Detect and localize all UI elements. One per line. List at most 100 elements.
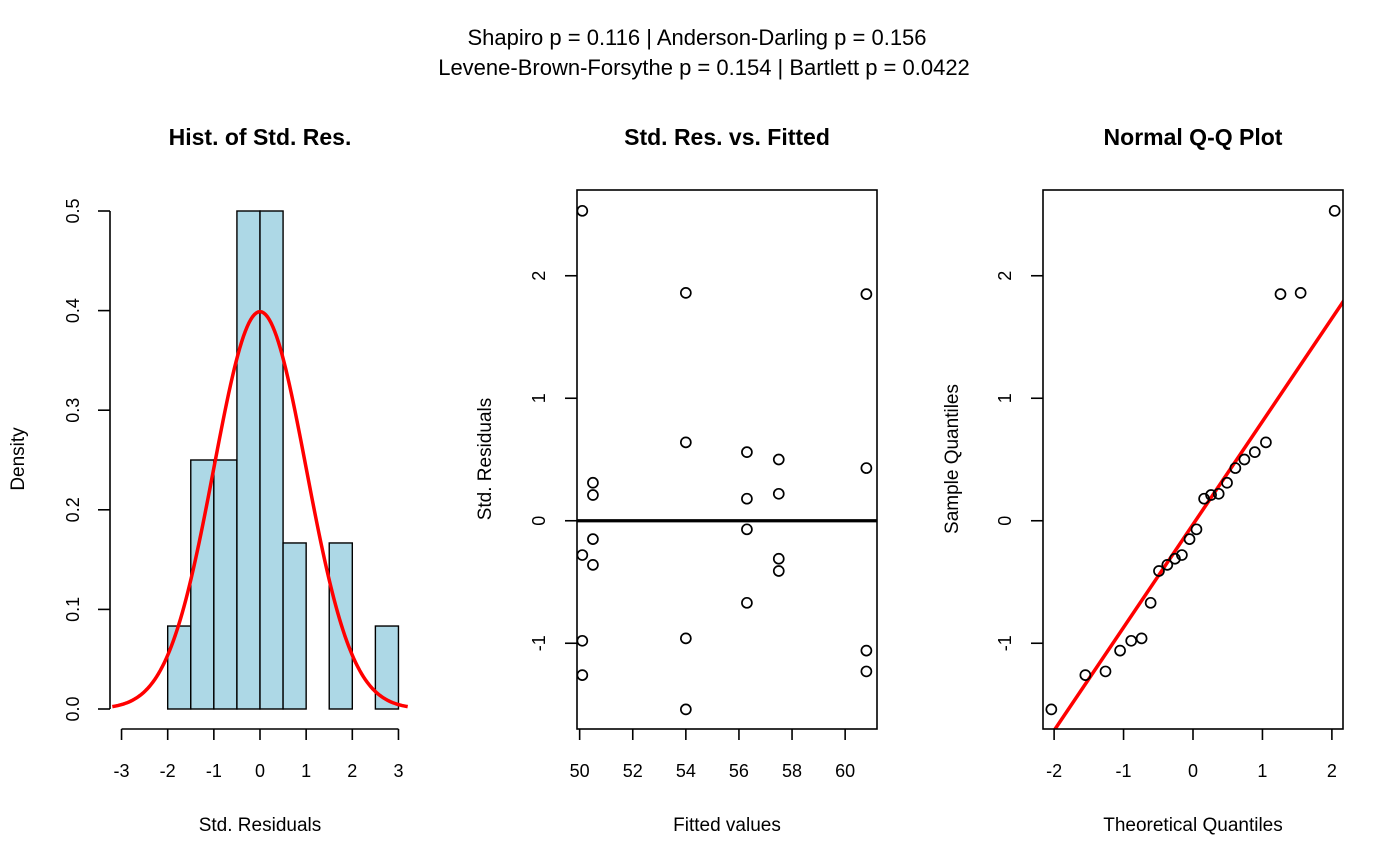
qq-point bbox=[1125, 634, 1138, 647]
qq-x-tick-label: 2 bbox=[1327, 761, 1337, 781]
histogram-panel: Hist. of Std. Res. Std. Residuals Densit… bbox=[8, 124, 408, 836]
residuals-point bbox=[587, 476, 599, 489]
qq-y-tick-label: 0 bbox=[995, 516, 1015, 526]
histogram-bar bbox=[259, 210, 284, 710]
residuals-point bbox=[587, 489, 599, 501]
residuals-point bbox=[576, 669, 589, 681]
qq-y-label: Sample Quantiles bbox=[942, 384, 963, 534]
residuals-point bbox=[587, 533, 599, 545]
histogram-bar bbox=[190, 459, 215, 710]
qq-point bbox=[1099, 665, 1112, 678]
histogram-x-tick-label: 1 bbox=[301, 761, 311, 781]
residuals-point bbox=[679, 632, 692, 645]
qq-point bbox=[1161, 558, 1174, 571]
histogram-y-tick-label: 0.5 bbox=[63, 198, 83, 223]
figure-subtitle-line1: Shapiro p = 0.116 | Anderson-Darling p =… bbox=[467, 25, 926, 50]
qq-point bbox=[1294, 287, 1307, 299]
residuals-point bbox=[860, 644, 873, 657]
qq-point bbox=[1135, 632, 1148, 645]
qq-point bbox=[1248, 446, 1261, 458]
residuals-point bbox=[576, 204, 589, 217]
residuals-point bbox=[741, 596, 753, 609]
histogram-y-tick-label: 0.3 bbox=[63, 398, 83, 423]
histogram-y-tick-label: 0.0 bbox=[63, 696, 83, 721]
histogram-x-tick-label: 0 bbox=[255, 761, 265, 781]
residuals-y-tick-label: -1 bbox=[529, 635, 549, 651]
qq-point bbox=[1045, 703, 1058, 716]
qq-point bbox=[1229, 462, 1242, 474]
qq-x-tick-label: -1 bbox=[1116, 761, 1132, 781]
residuals-point bbox=[741, 446, 753, 458]
histogram-title: Hist. of Std. Res. bbox=[169, 124, 352, 150]
residuals-y-tick-label: 1 bbox=[529, 393, 549, 403]
qq-y-tick-label: 1 bbox=[995, 393, 1015, 403]
residuals-y-tick-label: 2 bbox=[529, 271, 549, 281]
histogram-bar bbox=[374, 625, 400, 710]
histogram-bar bbox=[282, 542, 307, 710]
qq-x-tick-label: 1 bbox=[1257, 761, 1267, 781]
histogram-y-tick-label: 0.1 bbox=[63, 597, 83, 622]
residuals-x-tick-label: 60 bbox=[835, 761, 855, 781]
residuals-x-tick-label: 54 bbox=[676, 761, 696, 781]
qq-point bbox=[1221, 476, 1233, 489]
histogram-x-label: Std. Residuals bbox=[199, 815, 322, 836]
qq-x-tick-label: 0 bbox=[1188, 761, 1198, 781]
histogram-bar bbox=[236, 210, 261, 710]
qq-point bbox=[1328, 204, 1341, 217]
qq-point bbox=[1114, 644, 1126, 657]
residuals-point bbox=[860, 288, 873, 300]
residuals-point bbox=[772, 552, 785, 565]
histogram-bar bbox=[166, 625, 192, 710]
residuals-x-tick-label: 58 bbox=[782, 761, 802, 781]
residuals-y-tick-label: 0 bbox=[529, 516, 549, 526]
qq-title: Normal Q-Q Plot bbox=[1104, 124, 1283, 150]
residuals-x-tick-label: 52 bbox=[623, 761, 643, 781]
residuals-x-tick-label: 50 bbox=[570, 761, 590, 781]
qq-point bbox=[1274, 288, 1287, 300]
residuals-title: Std. Res. vs. Fitted bbox=[624, 124, 830, 150]
residuals-point bbox=[679, 287, 692, 299]
qq-point bbox=[1169, 552, 1181, 565]
qq-y-tick-label: 2 bbox=[995, 271, 1015, 281]
qq-reference-line bbox=[1052, 298, 1343, 729]
qq-point bbox=[1183, 533, 1196, 545]
qq-point bbox=[1144, 596, 1157, 609]
residuals-point bbox=[772, 565, 785, 577]
residuals-point bbox=[587, 558, 599, 571]
qq-point bbox=[1079, 669, 1092, 681]
qq-plot-panel: Normal Q-Q Plot Theoretical Quantiles Sa… bbox=[942, 124, 1344, 836]
figure-subtitle-line2: Levene-Brown-Forsythe p = 0.154 | Bartle… bbox=[438, 55, 970, 80]
residuals-point bbox=[860, 462, 873, 474]
histogram-x-tick-label: 2 bbox=[347, 761, 357, 781]
residuals-x-label: Fitted values bbox=[673, 815, 781, 836]
residuals-point bbox=[741, 492, 753, 505]
residuals-plot-frame bbox=[576, 189, 878, 730]
qq-point bbox=[1153, 565, 1165, 577]
qq-point bbox=[1198, 492, 1210, 505]
histogram-x-tick-label: 3 bbox=[393, 761, 403, 781]
histogram-y-tick-label: 0.4 bbox=[63, 298, 83, 323]
qq-x-tick-label: -2 bbox=[1046, 761, 1062, 781]
histogram-x-tick-label: -3 bbox=[114, 761, 130, 781]
residuals-point bbox=[772, 453, 785, 466]
histogram-y-tick-label: 0.2 bbox=[63, 497, 83, 522]
qq-x-label: Theoretical Quantiles bbox=[1103, 815, 1283, 836]
normal-density-curve bbox=[112, 309, 408, 709]
residuals-point bbox=[679, 703, 692, 716]
qq-point bbox=[1212, 487, 1225, 500]
residuals-x-tick-label: 56 bbox=[729, 761, 749, 781]
residuals-y-label: Std. Residuals bbox=[475, 398, 496, 521]
residuals-point bbox=[860, 665, 873, 678]
residuals-point bbox=[741, 523, 753, 536]
residuals-point bbox=[772, 487, 785, 500]
qq-point bbox=[1190, 523, 1203, 536]
residuals-point bbox=[679, 436, 692, 449]
qq-point bbox=[1260, 436, 1272, 449]
histogram-bar bbox=[213, 459, 238, 710]
residuals-vs-fitted-panel: Std. Res. vs. Fitted Fitted values Std. … bbox=[475, 124, 878, 836]
residuals-point bbox=[576, 549, 589, 561]
residuals-point bbox=[576, 634, 589, 647]
histogram-x-tick-label: -1 bbox=[206, 761, 222, 781]
histogram-x-tick-label: -2 bbox=[160, 761, 176, 781]
